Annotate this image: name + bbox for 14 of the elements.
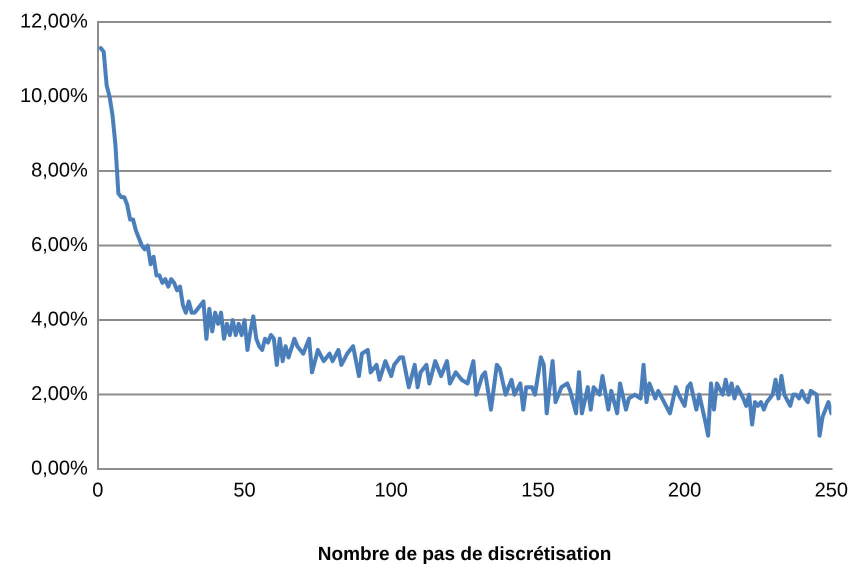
y-tick-label: 6,00% — [31, 234, 88, 256]
y-tick-label: 10,00% — [20, 85, 88, 108]
x-tick-label: 150 — [521, 480, 555, 502]
y-tick-label: 8,00% — [31, 160, 88, 182]
x-tick-label: 100 — [374, 480, 408, 502]
x-tick-label: 50 — [233, 480, 256, 502]
y-tick-label: 2,00% — [31, 383, 88, 406]
y-tick-label: 0,00% — [31, 458, 88, 480]
x-tick-label: 200 — [668, 480, 702, 502]
x-tick-label: 0 — [92, 480, 104, 502]
y-tick-label: 12,00% — [20, 10, 88, 33]
x-axis-title: Nombre de pas de discrétisation — [318, 544, 612, 565]
y-tick-label: 4,00% — [31, 308, 88, 331]
x-tick-label: 250 — [814, 480, 848, 502]
